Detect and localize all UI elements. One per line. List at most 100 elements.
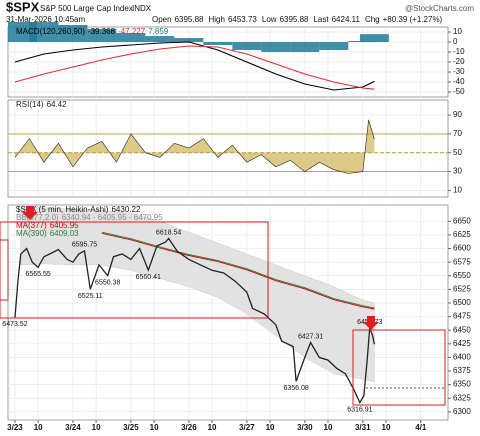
x-tick-label: 10 xyxy=(34,423,43,432)
legend-value: 6340.94 - 6405.95 - 6470.95 xyxy=(62,213,164,222)
data-label: 6356.08 xyxy=(283,385,308,392)
y-tick-label: 6400 xyxy=(453,353,471,362)
y-tick-label: 6550 xyxy=(453,271,471,280)
quote-label: Last xyxy=(313,15,329,24)
data-label: 6560.41 xyxy=(136,274,161,281)
y-tick-label: 0 xyxy=(453,37,458,46)
legend-name: $SPX (5 min, Heikin-Ashi) xyxy=(16,205,109,214)
y-tick-label: 70 xyxy=(453,129,462,138)
histogram-bar xyxy=(145,36,175,42)
legend-value: 6430.22 xyxy=(111,205,140,214)
price-line xyxy=(14,237,376,405)
y-tick-label: 6600 xyxy=(453,244,471,253)
legend: RSI(14) 64.42 xyxy=(16,100,67,109)
histogram-bar xyxy=(174,38,204,42)
histogram-bar xyxy=(58,25,88,42)
legend-name: BB(377,2.0) xyxy=(16,213,59,222)
legend: BB(377,2.0) 6340.94 - 6405.95 - 6470.95 xyxy=(16,213,163,222)
y-tick-label: 10 xyxy=(453,27,462,36)
histogram-bar xyxy=(203,42,233,45)
highlight-box xyxy=(0,221,269,319)
data-label: 6316.91 xyxy=(347,406,372,413)
data-label: 6473.52 xyxy=(2,321,27,328)
legend-value: 7.859 xyxy=(148,27,169,36)
histogram-bar xyxy=(261,42,291,52)
rsi-fill xyxy=(14,119,375,174)
highlight-box xyxy=(352,329,446,406)
data-label: 6427.31 xyxy=(298,333,323,340)
y-tick-label: 6650 xyxy=(453,216,471,225)
legend-value: 6405.95 xyxy=(50,221,79,230)
index-name: S&P 500 Large Cap Index xyxy=(40,4,133,13)
quote-value: 6395.88 xyxy=(280,15,309,24)
x-tick-label: 10 xyxy=(382,423,391,432)
histogram-bar xyxy=(87,29,117,42)
data-label: 6565.55 xyxy=(25,271,50,278)
macd-line xyxy=(14,45,375,90)
x-tick-label: 10 xyxy=(92,423,101,432)
y-tick-label: -50 xyxy=(453,87,465,96)
highlight-box xyxy=(0,239,9,301)
arrow xyxy=(363,316,379,330)
histogram-bar xyxy=(290,42,320,52)
watermark: @StockCharts.com xyxy=(405,4,474,13)
legend-name: MACD(120,260,90) xyxy=(16,27,85,36)
x-tick-label: 3/27 xyxy=(239,423,255,432)
rsi-line xyxy=(14,119,375,174)
symbol: $SPX xyxy=(6,0,40,14)
data-label: 6618.54 xyxy=(156,229,181,236)
quote-label: High xyxy=(209,15,225,24)
legend: MA(377) 6405.95 xyxy=(16,221,79,230)
histogram-bar xyxy=(232,42,262,50)
legend-name: MA(377) xyxy=(16,221,47,230)
data-label: 6550.38 xyxy=(95,279,120,286)
histogram-bar xyxy=(319,42,349,50)
quote-label: Chg xyxy=(365,15,380,24)
y-tick-label: 6325 xyxy=(453,393,471,402)
arrow xyxy=(22,206,38,220)
y-tick-label: -20 xyxy=(453,57,465,66)
data-label: 6595.75 xyxy=(72,242,97,249)
quote-label: Open xyxy=(152,15,172,24)
x-tick-label: 10 xyxy=(150,423,159,432)
y-tick-label: 90 xyxy=(453,110,462,119)
histogram-bar xyxy=(29,22,59,42)
legend-value: -47.227 xyxy=(118,27,146,36)
y-tick-label: 6475 xyxy=(453,312,471,321)
quote-value: 6424.11 xyxy=(332,15,361,24)
x-tick-label: 3/24 xyxy=(65,423,81,432)
y-tick-label: 6425 xyxy=(453,339,471,348)
histogram-bar xyxy=(359,34,389,42)
y-tick-label: 50 xyxy=(453,148,462,157)
moving-average xyxy=(101,232,375,310)
x-tick-label: 10 xyxy=(324,423,333,432)
x-tick-label: 3/26 xyxy=(181,423,197,432)
quote-value: 6453.73 xyxy=(228,15,257,24)
y-tick-label: 6525 xyxy=(453,284,471,293)
y-tick-label: -30 xyxy=(453,67,465,76)
y-tick-label: 6450 xyxy=(453,325,471,334)
legend-name: MA(390) xyxy=(16,229,47,238)
x-tick-label: 10 xyxy=(266,423,275,432)
quote: Open 6395.88 High 6453.73 Low 6395.88 Last 6424… xyxy=(152,15,443,24)
legend-value: 6409.03 xyxy=(50,229,79,238)
y-tick-label: 10 xyxy=(453,186,462,195)
y-tick-label: 6300 xyxy=(453,407,471,416)
x-tick-label: 3/25 xyxy=(123,423,139,432)
y-tick-label: -40 xyxy=(453,77,465,86)
moving-average xyxy=(101,231,375,309)
date: 31-Mar-2026 10:45am xyxy=(6,15,85,24)
legend: $SPX (5 min, Heikin-Ashi) 6430.22 xyxy=(16,205,141,214)
bollinger-band xyxy=(20,207,375,383)
legend: MACD(120,260,90) -39.368 -47.227 7.859 xyxy=(16,27,169,36)
x-tick-label: 4/1 xyxy=(415,423,427,432)
y-tick-label: -10 xyxy=(453,47,465,56)
x-tick-label: 3/30 xyxy=(297,423,313,432)
x-tick-label: 3/31 xyxy=(355,423,371,432)
quote-line: Open 6395.88 High 6453.73 Low 6395.88 Last 6424… xyxy=(152,15,443,24)
quote-label: Low xyxy=(262,15,277,24)
legend: MA(390) 6409.03 xyxy=(16,229,79,238)
y-tick-label: 6575 xyxy=(453,257,471,266)
exchange: INDX xyxy=(132,4,152,13)
